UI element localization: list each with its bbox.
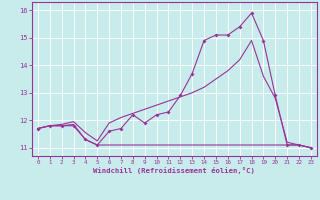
X-axis label: Windchill (Refroidissement éolien,°C): Windchill (Refroidissement éolien,°C): [93, 167, 255, 174]
